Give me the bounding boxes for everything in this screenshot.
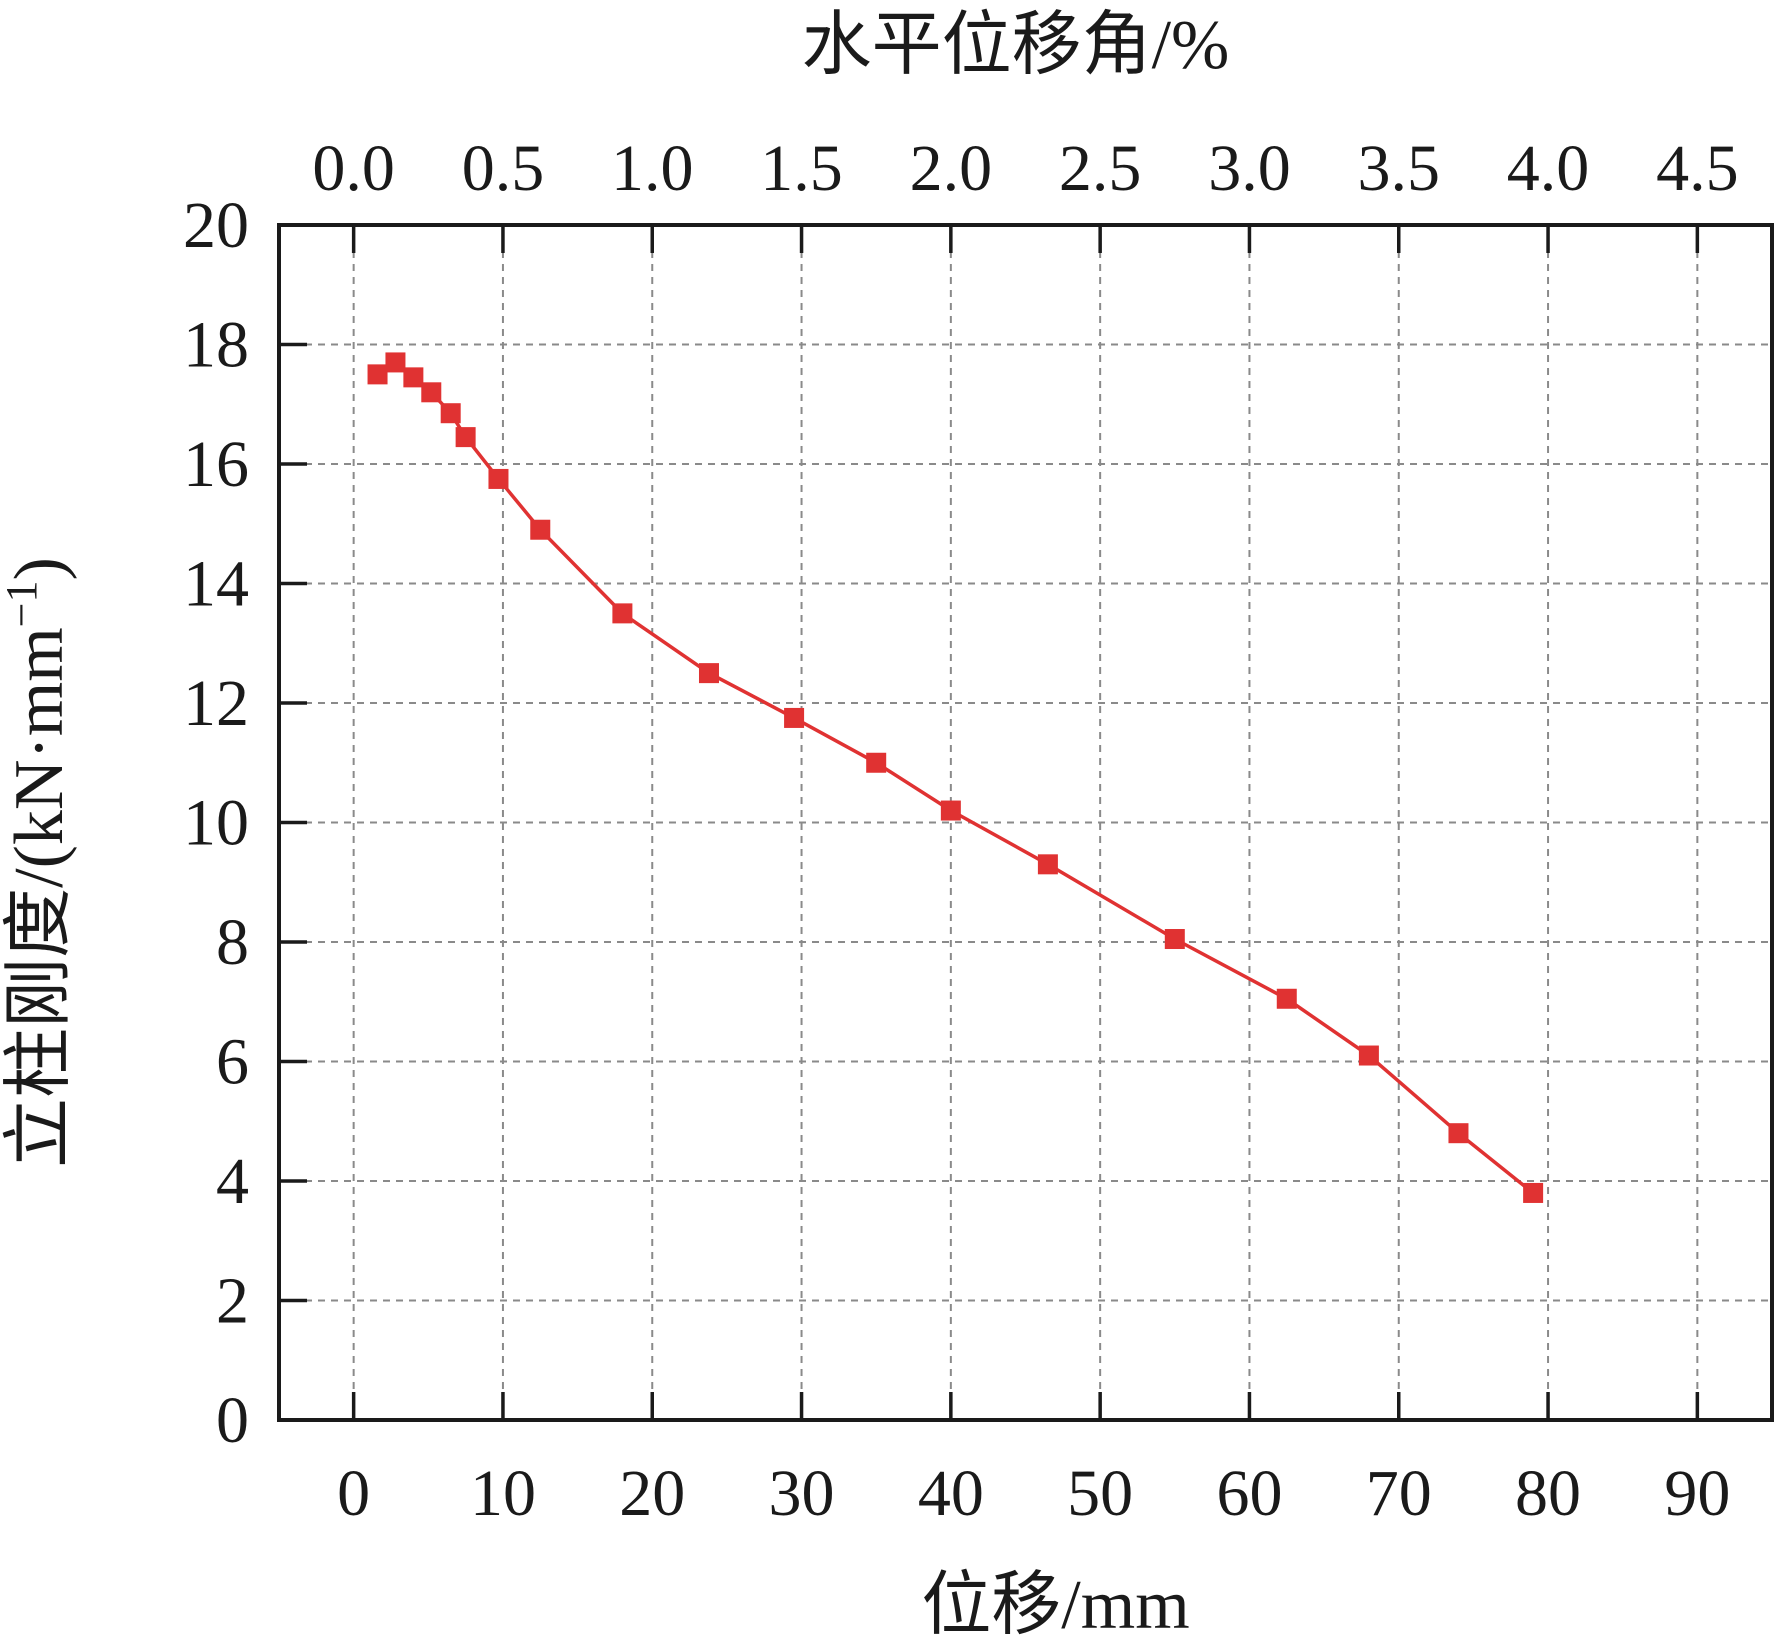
top-tick-label: 1.5: [760, 132, 843, 205]
data-point: [1276, 988, 1297, 1009]
top-tick-label: 4.5: [1656, 132, 1739, 205]
data-point: [784, 707, 805, 728]
y-axis-title-superscript: −1: [0, 580, 46, 627]
y-tick-label: 0: [216, 1384, 249, 1457]
top-tick-label: 2.5: [1059, 132, 1142, 205]
data-point: [440, 403, 461, 424]
top-tick-label: 1.0: [611, 132, 694, 205]
top-tick-label: 4.0: [1507, 132, 1590, 205]
data-point: [940, 800, 961, 821]
data-point: [385, 352, 406, 373]
y-axis-title: 立柱刚度/(kN·mm−1): [0, 557, 78, 1168]
plot-frame: [277, 223, 1774, 1422]
data-point: [1037, 854, 1058, 875]
top-axis-title: 水平位移角/%: [802, 7, 1230, 84]
data-point: [1358, 1045, 1379, 1066]
data-point: [488, 468, 509, 489]
data-point: [1523, 1182, 1544, 1203]
x-tick-label: 80: [1515, 1457, 1581, 1530]
top-tick-label: 2.0: [910, 132, 993, 205]
y-tick-label: 6: [216, 1026, 249, 1099]
top-tick-label: 0.0: [312, 132, 395, 205]
x-tick-label: 70: [1366, 1457, 1432, 1530]
x-tick-label: 50: [1067, 1457, 1133, 1530]
y-tick-label: 2: [216, 1265, 249, 1338]
y-tick-label: 10: [183, 787, 249, 860]
data-point: [1164, 929, 1185, 950]
x-axis-title: 位移/mm: [921, 1567, 1189, 1642]
axis-ticks: [279, 223, 1700, 1422]
top-tick-label: 3.5: [1358, 132, 1441, 205]
x-tick-label: 0: [337, 1457, 370, 1530]
y-tick-label: 16: [183, 428, 249, 501]
x-tick-label: 40: [918, 1457, 984, 1530]
y-tick-label: 18: [183, 309, 249, 382]
data-point: [367, 364, 388, 385]
y-tick-label: 12: [183, 667, 249, 740]
data-point: [866, 752, 887, 773]
y-axis-title-main: 立柱刚度/(kN·mm: [1, 627, 78, 1168]
grid-lines: [279, 224, 1772, 1421]
y-tick-label: 14: [183, 548, 249, 621]
tick-labels: 0 10 20 30 40 50 60 70 80 900.0 0.5 1.0 1.5 2.0 2.5 3.0…: [183, 132, 1739, 1530]
y-tick-label: 20: [183, 189, 249, 262]
data-point: [455, 427, 476, 448]
x-tick-label: 10: [470, 1457, 536, 1530]
y-tick-label: 4: [216, 1145, 249, 1218]
data-point: [421, 382, 442, 403]
top-tick-label: 3.0: [1208, 132, 1291, 205]
data-point: [698, 663, 719, 684]
top-tick-label: 0.5: [462, 132, 545, 205]
x-tick-label: 30: [769, 1457, 835, 1530]
y-axis-title-close: ): [1, 557, 78, 580]
data-point: [403, 367, 424, 388]
x-tick-label: 90: [1664, 1457, 1730, 1530]
data-series: [367, 352, 1544, 1203]
data-point: [612, 603, 633, 624]
x-tick-label: 60: [1216, 1457, 1282, 1530]
data-point: [530, 519, 551, 540]
x-tick-label: 20: [619, 1457, 685, 1530]
data-point: [1448, 1123, 1469, 1144]
y-tick-label: 8: [216, 906, 249, 979]
series-line: [376, 360, 1535, 1195]
